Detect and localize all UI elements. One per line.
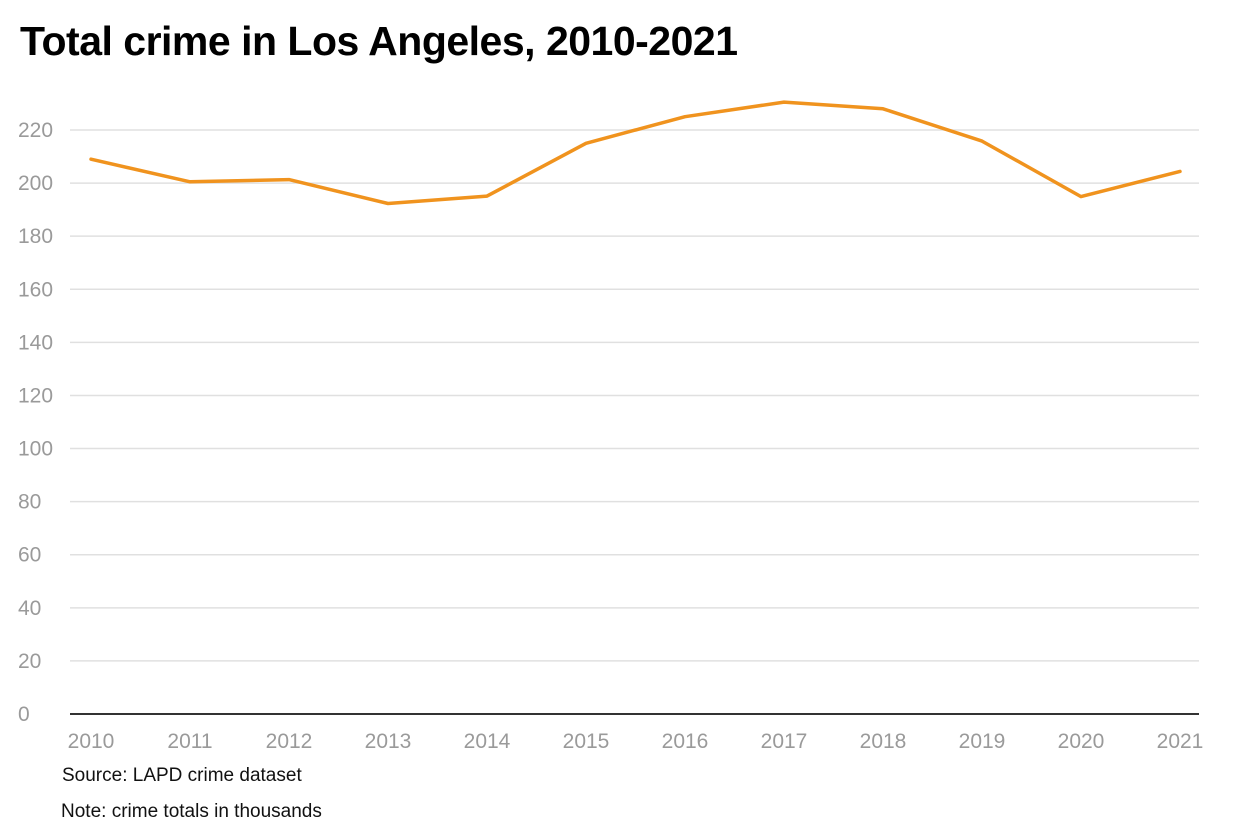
x-tick-label: 2011	[167, 730, 212, 753]
x-tick-label: 2013	[365, 730, 412, 753]
y-tick-label: 80	[18, 491, 41, 514]
x-tick-label: 2016	[662, 730, 709, 753]
x-tick-label: 2019	[959, 730, 1006, 753]
x-axis-ticks: 2010 2011 2012 2013 2014 2015 2016 2017 2018 2019…	[68, 730, 1204, 753]
y-tick-label: 120	[18, 384, 53, 407]
series-line	[89, 100, 1182, 206]
y-tick-label: 140	[18, 331, 53, 354]
x-tick-label: 2014	[464, 730, 511, 753]
grid-lines	[70, 129, 1199, 662]
x-tick-label: 2017	[761, 730, 808, 753]
y-axis-ticks: 0 20 40 60 80 100 120 140 160 180 200 220	[18, 119, 53, 726]
y-tick-label: 100	[18, 438, 53, 461]
source-note: Source: LAPD crime dataset	[62, 765, 302, 786]
units-note: Note: crime totals in thousands	[61, 801, 322, 822]
y-tick-label: 180	[18, 225, 53, 248]
series-layer	[89, 100, 1182, 206]
x-tick-label: 2012	[266, 730, 313, 753]
y-tick-label: 200	[18, 172, 53, 195]
x-tick-label: 2020	[1058, 730, 1105, 753]
x-tick-label: 2010	[68, 730, 115, 753]
y-tick-label: 0	[18, 703, 30, 726]
y-tick-label: 40	[18, 597, 41, 620]
y-tick-label: 60	[18, 544, 41, 567]
x-tick-label: 2015	[563, 730, 610, 753]
y-tick-label: 160	[18, 278, 53, 301]
y-tick-label: 220	[18, 119, 53, 142]
x-tick-label: 2018	[860, 730, 907, 753]
x-tick-label: 2021	[1157, 730, 1204, 753]
chart-title: Total crime in Los Angeles, 2010-2021	[20, 18, 738, 64]
y-tick-label: 20	[18, 650, 41, 673]
